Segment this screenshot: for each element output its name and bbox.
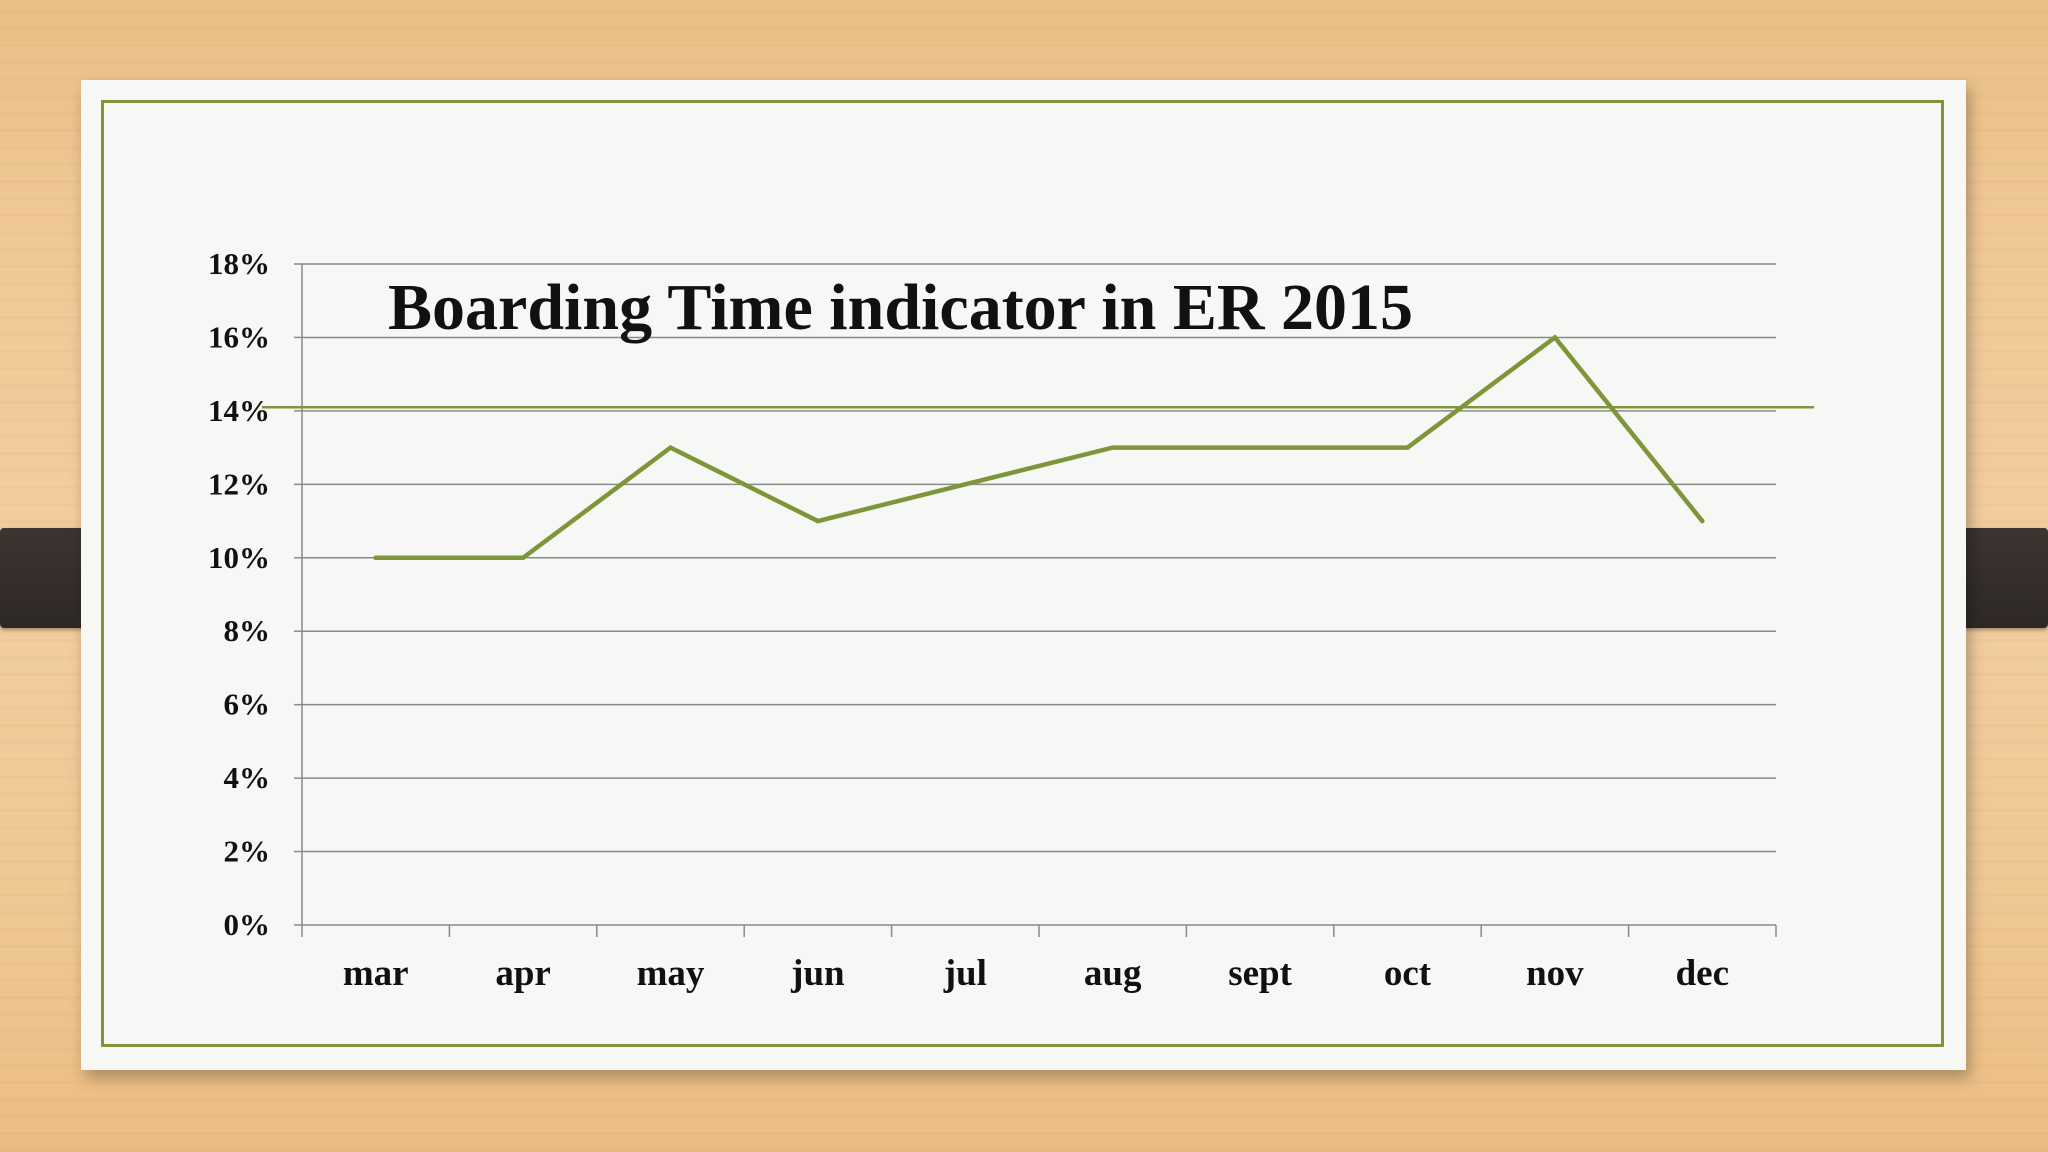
data-point-sept [1257, 445, 1263, 450]
labels: 0% 2% 4% 6% 8% 10% 12% 14% 16% 18% mar apr may jun jul… [208, 246, 1729, 994]
x-tick-label-mar: mar [343, 953, 409, 994]
x-tick-label-may: may [637, 953, 705, 994]
data-point-jul [963, 482, 968, 487]
y-tick-label-1: 2% [224, 834, 271, 869]
gridlines [302, 263, 1776, 853]
x-tick-label-nov: nov [1526, 953, 1584, 994]
y-tick-label-6: 12% [208, 466, 270, 501]
x-tick-label-apr: apr [495, 953, 551, 994]
x-tick-label-sept: sept [1228, 953, 1292, 994]
y-tick-label-2: 4% [224, 760, 271, 795]
x-tick-label-dec: dec [1676, 953, 1729, 994]
x-tick-label-jun: jun [790, 953, 845, 994]
y-tick-label-3: 6% [224, 687, 271, 722]
x-tick-label-oct: oct [1384, 953, 1432, 994]
series-line-0 [373, 334, 1705, 561]
y-tick-label-8: 16% [208, 319, 270, 354]
data-point-aug [1110, 445, 1115, 450]
y-tick-label-7: 14% [208, 393, 270, 428]
data-point-oct [1405, 445, 1410, 450]
chart-title: Boarding Time indicator in ER 2015 [388, 271, 1413, 344]
series-layer [373, 334, 1705, 561]
x-tick-label-jul: jul [943, 953, 987, 994]
data-point-jun [815, 518, 821, 524]
x-tick-label-aug: aug [1084, 953, 1142, 994]
data-point-nov [1552, 335, 1558, 340]
slide-frame [101, 100, 1944, 1047]
y-tick-label-9: 18% [208, 246, 270, 281]
data-point-mar [373, 555, 378, 560]
y-tick-label-4: 8% [224, 613, 271, 648]
data-point-apr [520, 555, 526, 560]
y-tick-label-5: 10% [208, 540, 270, 575]
data-point-may [668, 445, 673, 450]
data-point-dec [1700, 518, 1705, 524]
y-tick-label-0: 0% [224, 907, 271, 942]
slide-card [81, 80, 1966, 1070]
axes [294, 263, 1777, 937]
